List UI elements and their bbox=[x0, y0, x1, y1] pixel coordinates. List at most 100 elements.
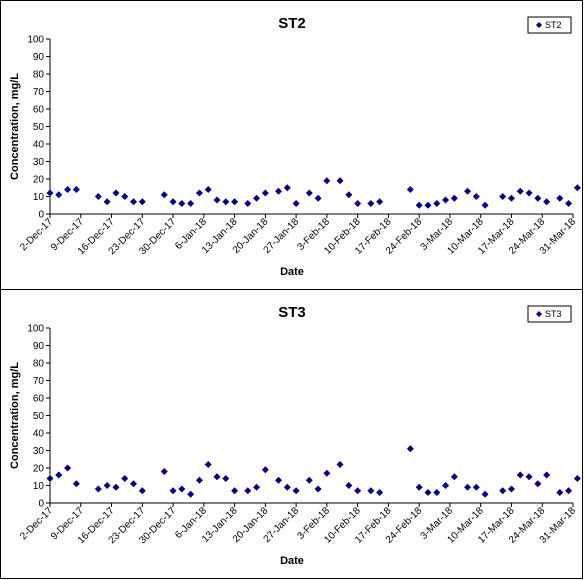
chart-0-point-8 bbox=[130, 198, 138, 206]
chart-1-point-50 bbox=[573, 475, 581, 482]
chart-1-series-0 bbox=[46, 445, 581, 498]
chart-1-point-5 bbox=[103, 482, 111, 489]
chart-0-point-40 bbox=[472, 193, 480, 200]
chart-0-point-50 bbox=[573, 184, 581, 192]
chart-1-point-22 bbox=[275, 476, 283, 484]
chart-0-point-21 bbox=[261, 189, 269, 197]
chart-st3-svg: ST3 ST301020304050607080901002-Dec-179-De… bbox=[9, 304, 581, 567]
chart-1-point-2 bbox=[64, 464, 72, 472]
chart-1-point-19 bbox=[244, 487, 252, 495]
chart-0-point-1 bbox=[55, 191, 63, 199]
chart-1-point-33 bbox=[406, 445, 414, 453]
chart-0-point-33 bbox=[406, 186, 414, 193]
chart-1-point-18 bbox=[231, 487, 239, 495]
chart-1-point-26 bbox=[314, 485, 322, 493]
chart-1-title: ST3 bbox=[278, 304, 306, 321]
chart-1-point-15 bbox=[204, 461, 212, 468]
chart-0-point-47 bbox=[543, 198, 551, 206]
chart-1-point-49 bbox=[565, 487, 573, 495]
chart-1-point-14 bbox=[195, 476, 203, 484]
chart-1-point-32 bbox=[376, 489, 384, 496]
chart-0-point-49 bbox=[565, 200, 573, 207]
chart-0-point-2 bbox=[64, 186, 72, 193]
chart-0-y-tick-label-0: 0 bbox=[38, 210, 44, 221]
chart-1-point-40 bbox=[472, 483, 480, 491]
chart-1-point-38 bbox=[450, 473, 458, 481]
chart-1-point-34 bbox=[415, 483, 423, 491]
chart-1-point-27 bbox=[323, 469, 331, 477]
chart-1-legend-label: ST3 bbox=[545, 309, 562, 319]
chart-0-y-tick-label-8: 80 bbox=[33, 70, 45, 81]
chart-0-point-39 bbox=[464, 187, 472, 195]
chart-0-point-5 bbox=[103, 198, 111, 206]
chart-0-legend: ST2 bbox=[527, 16, 572, 34]
chart-1-point-0 bbox=[46, 475, 54, 482]
chart-1-point-9 bbox=[138, 487, 146, 495]
chart-1-point-31 bbox=[367, 487, 375, 495]
chart-panel-st2: ST2 ST2 0 10 20 30 40 50 60 70 80 90 100 2-Dec-17 9-De… bbox=[0, 0, 583, 290]
chart-0-point-17 bbox=[222, 198, 230, 206]
chart-0-point-35 bbox=[424, 201, 432, 209]
chart-1-y-tick-label-6: 60 bbox=[33, 394, 45, 405]
chart-1-point-35 bbox=[424, 489, 432, 496]
chart-0-point-44 bbox=[516, 187, 524, 195]
chart-1-point-28 bbox=[336, 461, 344, 468]
chart-1-point-48 bbox=[556, 489, 564, 496]
chart-1-y-axis-title: Concentration, mg/L bbox=[9, 362, 21, 469]
chart-1-point-45 bbox=[525, 473, 533, 481]
chart-1-point-7 bbox=[121, 475, 129, 482]
chart-0-point-32 bbox=[376, 198, 384, 206]
chart-0-point-25 bbox=[305, 189, 313, 197]
chart-0-y-tick-label-7: 70 bbox=[33, 87, 45, 98]
chart-0-point-3 bbox=[72, 186, 80, 193]
chart-0-point-37 bbox=[442, 196, 450, 204]
chart-1-y-tick-label-2: 20 bbox=[33, 464, 45, 475]
chart-0-y-tick-label-6: 60 bbox=[33, 105, 45, 116]
chart-0-y-tick-label-1: 10 bbox=[33, 192, 45, 203]
chart-0-point-6 bbox=[112, 189, 120, 197]
chart-0-point-46 bbox=[534, 194, 542, 202]
chart-1-point-11 bbox=[169, 487, 177, 495]
chart-0-point-7 bbox=[121, 193, 129, 200]
chart-0-legend-marker bbox=[536, 22, 542, 28]
chart-1-point-8 bbox=[130, 480, 138, 488]
chart-1-point-16 bbox=[213, 473, 221, 481]
chart-0-point-4 bbox=[94, 193, 102, 200]
chart-0-point-28 bbox=[336, 177, 344, 185]
chart-0-point-27 bbox=[323, 177, 331, 185]
chart-1-point-37 bbox=[442, 482, 450, 489]
chart-1-point-4 bbox=[94, 485, 102, 493]
chart-0-point-23 bbox=[283, 184, 291, 192]
chart-1-point-21 bbox=[261, 466, 269, 474]
chart-0-point-48 bbox=[556, 194, 564, 202]
chart-0-point-30 bbox=[354, 200, 362, 207]
chart-0-y-tick-label-2: 20 bbox=[33, 175, 45, 186]
chart-0-point-41 bbox=[481, 201, 489, 209]
chart-1-point-43 bbox=[507, 485, 515, 493]
chart-0-legend-box bbox=[527, 16, 572, 34]
chart-1-legend-box bbox=[527, 305, 572, 323]
chart-1-y-tick-label-9: 90 bbox=[33, 341, 45, 352]
chart-0-y-tick-label-3: 30 bbox=[33, 157, 45, 168]
chart-st2-svg: ST2 ST201020304050607080901002-Dec-179-De… bbox=[9, 15, 581, 278]
chart-0-point-0 bbox=[46, 189, 54, 197]
chart-1-point-3 bbox=[72, 480, 80, 488]
chart-1-point-39 bbox=[464, 483, 472, 491]
chart-1-point-1 bbox=[55, 471, 63, 479]
chart-1-y-tick-label-7: 70 bbox=[33, 376, 45, 387]
chart-1-y-tick-label-0: 0 bbox=[38, 499, 44, 510]
chart-1-point-25 bbox=[305, 476, 313, 484]
chart-0-point-10 bbox=[160, 191, 168, 199]
chart-1-point-44 bbox=[516, 471, 524, 479]
chart-0-point-19 bbox=[244, 200, 252, 207]
chart-0-point-14 bbox=[195, 189, 203, 197]
chart-0-y-axis-title: Concentration, mg/L bbox=[9, 73, 21, 180]
chart-0-point-15 bbox=[204, 186, 212, 193]
chart-0-point-18 bbox=[231, 198, 239, 206]
chart-panel-st3: ST3 ST3 0 10 20 30 40 50 60 70 80 90 100 2-Dec-17 9-De… bbox=[0, 289, 583, 579]
chart-0-y-tick-label-10: 100 bbox=[27, 35, 44, 46]
chart-0-point-13 bbox=[187, 200, 195, 207]
chart-1-legend: ST3 bbox=[527, 305, 572, 323]
chart-0-y-tick-label-5: 50 bbox=[33, 122, 45, 133]
chart-1-point-12 bbox=[178, 485, 186, 493]
